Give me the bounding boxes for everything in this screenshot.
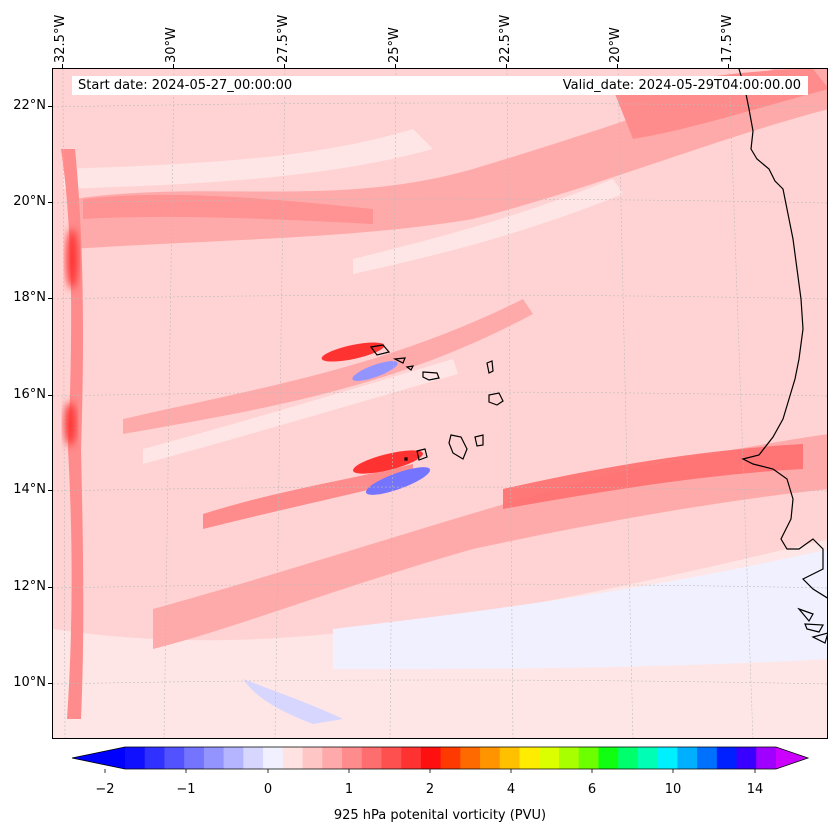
island-maio <box>474 434 484 447</box>
pv-band-north-core <box>83 194 373 224</box>
colorbar-label: 925 hPa potenital vorticity (PVU) <box>333 808 547 823</box>
pv-band-south-west <box>203 464 413 529</box>
island-brava <box>404 457 408 461</box>
lat-label-18n: 18°N <box>13 290 46 305</box>
pv-band-mid <box>123 299 533 434</box>
colorbar-swatch <box>697 747 718 769</box>
pv-negative-patch-south <box>243 679 343 724</box>
colorbar-swatch <box>381 747 402 769</box>
colorbar-outline <box>71 746 810 770</box>
pv-wake-min-south <box>365 467 431 495</box>
pv-wake-min-north <box>352 361 398 381</box>
colorbar-swatch <box>756 747 777 769</box>
lat-label-16n: 16°N <box>13 387 46 402</box>
pv-west-max-1 <box>66 229 78 289</box>
coastline-africa <box>738 69 827 599</box>
colorbar-swatch <box>559 747 580 769</box>
colorbar-swatch <box>342 747 363 769</box>
colorbar-swatch <box>164 747 185 769</box>
colorbar-tick-label: 1 <box>344 782 354 797</box>
lon-label-30w: 30°W <box>164 27 179 63</box>
start-date-label: Start date: 2024-05-27_00:00:00 <box>78 78 293 93</box>
lon-label-20w: 20°W <box>608 27 623 63</box>
date-info-bar: Start date: 2024-05-27_00:00:00 Valid_da… <box>72 76 808 95</box>
colorbar-tick-label: 0 <box>263 782 273 797</box>
colorbar-tick-label: −1 <box>176 782 196 797</box>
colorbar-tick-label: −2 <box>95 782 115 797</box>
colorbar-extend-low <box>72 747 125 769</box>
colorbar-swatch <box>716 747 738 769</box>
valid-date-label: Valid_date: 2024-05-29T04:00:00.00 <box>562 78 801 93</box>
colorbar-swatch <box>637 747 659 769</box>
colorbar-swatch <box>618 747 639 769</box>
island-sao-vicente <box>392 357 406 364</box>
pv-weak-negative-band <box>333 549 827 669</box>
lat-label-12n: 12°N <box>13 579 46 594</box>
graticule <box>53 69 827 738</box>
colorbar-swatch <box>243 747 264 769</box>
colorbar-swatch <box>263 747 284 769</box>
pv-light-streak-2 <box>143 359 458 464</box>
island-santiago <box>448 434 468 460</box>
lat-label-14n: 14°N <box>13 482 46 497</box>
pv-west-max-2 <box>64 402 76 446</box>
colorbar-tick-label: 6 <box>587 782 597 797</box>
lat-label-22n: 22°N <box>13 98 46 113</box>
colorbar-swatch <box>401 747 422 769</box>
island-boa-vista <box>488 392 504 406</box>
map-panel <box>52 68 828 739</box>
pv-band-south-core <box>503 444 803 509</box>
colorbar-swatch <box>578 747 599 769</box>
colorbar-swatch <box>598 747 619 769</box>
lon-label-27-5w: 27.5°W <box>276 14 291 63</box>
island-santo-antao <box>369 344 391 356</box>
colorbar-tick-label: 10 <box>664 782 682 797</box>
pv-light-north <box>63 129 433 189</box>
colorbar-extend-high <box>776 747 808 769</box>
colorbar-swatch <box>499 747 521 769</box>
lon-label-32-5w: 32.5°W <box>53 14 68 63</box>
colorbar-swatch <box>125 747 146 769</box>
colorbar-swatch <box>144 747 165 769</box>
colorbar-swatch <box>736 747 757 769</box>
colorbar-tick-label: 4 <box>506 782 516 797</box>
colorbar-swatch <box>322 747 343 769</box>
lat-label-20n: 20°N <box>13 194 46 209</box>
colorbar-swatch <box>420 747 442 769</box>
island-sao-nicolau <box>422 371 440 381</box>
colorbar-swatch <box>519 747 540 769</box>
lat-label-10n: 10°N <box>13 675 46 690</box>
colorbar-swatch <box>184 747 205 769</box>
island-sal <box>486 360 494 374</box>
colorbar-tick-label: 14 <box>746 782 764 797</box>
colorbar-swatch <box>677 747 698 769</box>
pv-field-map <box>53 69 827 738</box>
colorbar-tick-label: 2 <box>425 782 435 797</box>
lon-label-22-5w: 22.5°W <box>498 14 513 63</box>
colorbar-swatch <box>440 747 461 769</box>
colorbar-swatch <box>480 747 501 769</box>
island-fogo <box>416 448 428 461</box>
pv-wake-max-south <box>353 450 423 474</box>
colorbar <box>71 746 810 773</box>
colorbar-swatch <box>361 747 382 769</box>
colorbar-swatch <box>539 747 560 769</box>
coastline-guinea-bissau-islands <box>797 607 827 644</box>
colorbar-swatch <box>282 747 304 769</box>
pv-light-streak-1 <box>353 179 623 274</box>
island-santa-luzia <box>405 365 415 371</box>
lon-label-25w: 25°W <box>387 27 402 63</box>
pv-wake-max-north <box>321 342 385 362</box>
colorbar-swatch <box>302 747 323 769</box>
cape-verde-islands <box>369 344 504 461</box>
colorbar-swatch <box>223 747 244 769</box>
lon-label-17-5w: 17.5°W <box>720 14 735 63</box>
colorbar-swatch <box>460 747 481 769</box>
colorbar-swatch <box>203 747 225 769</box>
colorbar-swatch <box>657 747 678 769</box>
